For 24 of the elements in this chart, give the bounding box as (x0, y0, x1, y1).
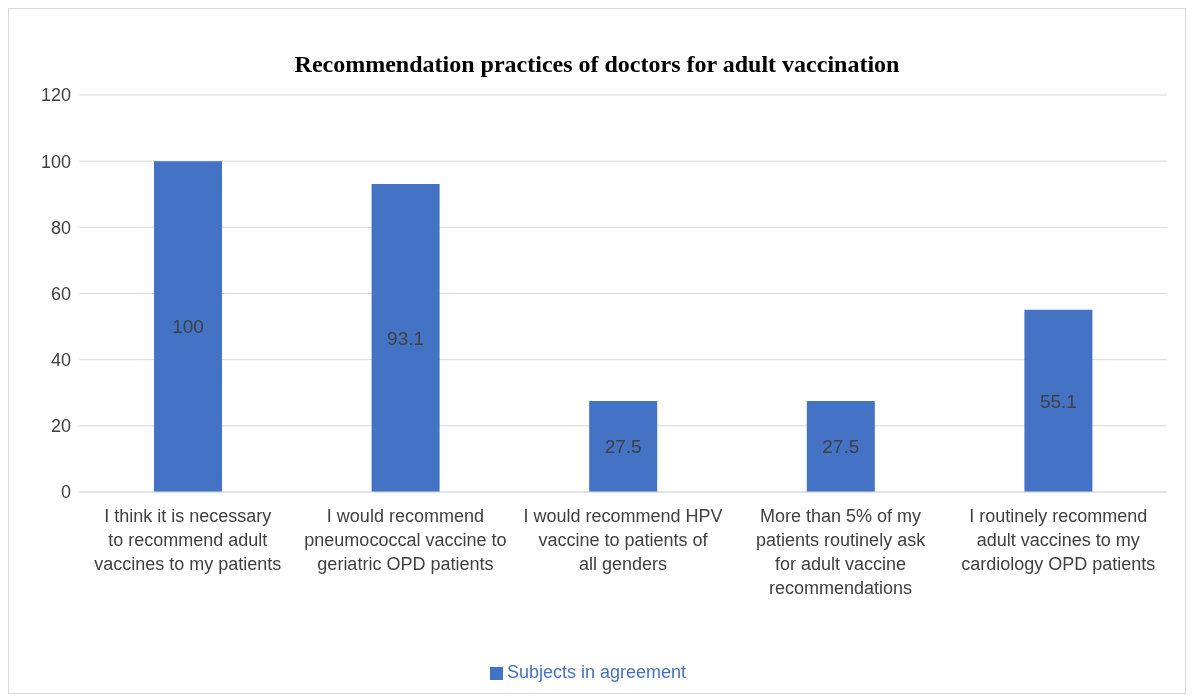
y-tick-label: 120 (40, 85, 71, 106)
data-label: 55.1 (1039, 390, 1077, 412)
y-tick-label: 100 (40, 151, 71, 172)
legend-label: Subjects in agreement (506, 662, 687, 682)
data-label: 27.5 (604, 436, 642, 458)
bar (1024, 309, 1093, 492)
y-tick-label: 40 (50, 350, 71, 371)
x-tick-label: More than 5% of my patients routinely ask for adult vaccine recommendations (756, 506, 927, 598)
x-tick-label: I think it is necessary to recommend adult vaccines to my patients (94, 506, 282, 574)
x-tick-label: I routinely recommend adult vaccines to my cardiology OPD patients (961, 506, 1156, 574)
x-tick-label: I would recommend HPV vaccine to patients of all genders (523, 506, 723, 574)
y-tick-label: 20 (50, 416, 71, 437)
bar (154, 161, 222, 492)
y-tick-label: 0 (60, 482, 71, 503)
bar (806, 401, 875, 492)
bar (371, 183, 440, 492)
bar (589, 401, 658, 492)
data-label: 27.5 (822, 436, 860, 458)
data-label: 100 (172, 316, 204, 338)
y-tick-label: 60 (50, 283, 71, 304)
data-label: 93.1 (387, 327, 425, 349)
y-tick-label: 80 (50, 217, 71, 238)
x-tick-label: I would recommend pneumococcal vaccine to geriatric OPD patients (304, 506, 507, 574)
chart-title: Recommendation practices of doctors for adult vaccination (293, 50, 901, 79)
